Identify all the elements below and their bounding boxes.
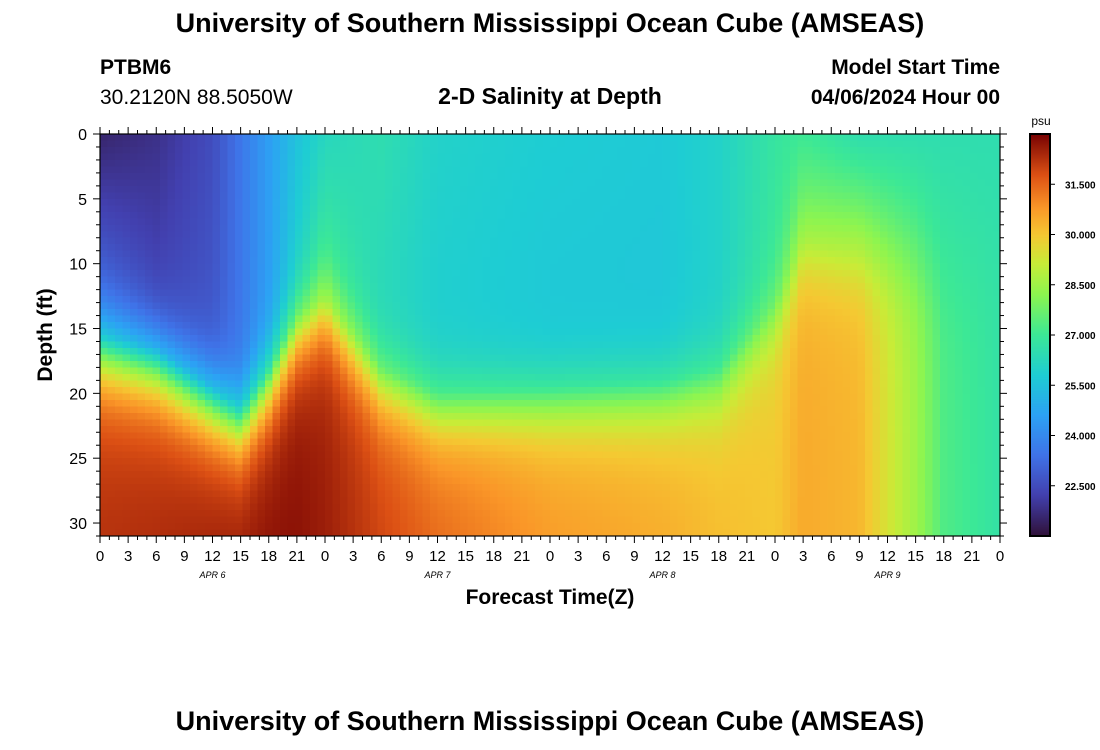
x-tick-label: 21 (964, 548, 981, 565)
x-tick-label: 6 (377, 548, 385, 565)
colorbar-tick-label: 30.000 (1065, 231, 1096, 242)
x-tick-label: 9 (180, 548, 188, 565)
x-tick-label: 3 (799, 548, 807, 565)
x-tick-label: 12 (204, 548, 221, 565)
y-tick-label: 10 (69, 257, 87, 274)
x-tick-label: 15 (682, 548, 699, 565)
x-tick-label: 21 (514, 548, 531, 565)
x-tick-label: 0 (546, 548, 554, 565)
x-tick-label: 12 (654, 548, 671, 565)
colorbar-tick-label: 25.500 (1065, 381, 1096, 392)
x-tick-label: 9 (855, 548, 863, 565)
x-tick-label: 6 (827, 548, 835, 565)
y-tick-label: 30 (69, 516, 87, 533)
day-label: APR 7 (423, 570, 451, 580)
colorbar-tick-label: 31.500 (1065, 180, 1096, 191)
x-tick-label: 0 (771, 548, 779, 565)
colorbar-frame (1030, 134, 1050, 536)
x-tick-label: 15 (907, 548, 924, 565)
y-tick-label: 20 (69, 386, 87, 403)
x-tick-label: 18 (260, 548, 277, 565)
colorbar-tick-label: 27.000 (1065, 331, 1096, 342)
x-axis-title: Forecast Time(Z) (466, 586, 635, 609)
x-tick-label: 12 (429, 548, 446, 565)
x-tick-label: 9 (405, 548, 413, 565)
x-tick-label: 6 (152, 548, 160, 565)
x-tick-label: 0 (996, 548, 1004, 565)
x-tick-label: 0 (321, 548, 329, 565)
x-tick-label: 18 (935, 548, 952, 565)
day-label: APR 8 (648, 570, 675, 580)
y-tick-label: 5 (78, 192, 87, 209)
day-label: APR 9 (873, 570, 900, 580)
page-title-repeat: University of Southern Mississippi Ocean… (0, 706, 1100, 737)
day-label: APR 6 (198, 570, 225, 580)
x-tick-label: 3 (574, 548, 582, 565)
y-tick-label: 15 (69, 322, 87, 339)
x-tick-label: 21 (739, 548, 756, 565)
colorbar-unit-label: psu (1031, 114, 1050, 128)
colorbar-tick-label: 22.500 (1065, 482, 1096, 493)
y-axis-title: Depth (ft) (34, 288, 57, 381)
colorbar-tick-label: 28.500 (1065, 281, 1096, 292)
x-tick-label: 9 (630, 548, 638, 565)
x-tick-label: 15 (232, 548, 249, 565)
colorbar-tick-label: 24.000 (1065, 432, 1096, 443)
x-tick-label: 3 (349, 548, 357, 565)
plot-frame (100, 134, 1000, 536)
x-tick-label: 12 (879, 548, 896, 565)
x-tick-label: 18 (485, 548, 502, 565)
x-tick-label: 21 (289, 548, 306, 565)
y-tick-label: 0 (78, 127, 87, 144)
x-tick-label: 3 (124, 548, 132, 565)
y-tick-label: 25 (69, 451, 87, 468)
x-tick-label: 15 (457, 548, 474, 565)
x-tick-label: 18 (710, 548, 727, 565)
x-tick-label: 0 (96, 548, 104, 565)
chart-axes: 0 3 6 9 12 15 18 21 0 3 6 9 12 15 18 21 0 3 6 9 12 15 18 21 0 3 6 9… (0, 0, 1100, 750)
x-tick-label: 6 (602, 548, 610, 565)
